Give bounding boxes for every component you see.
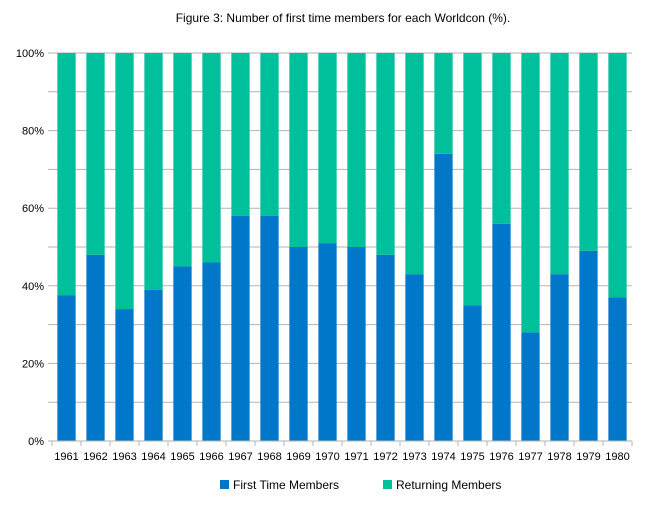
bar-first-time-1978 <box>550 274 569 441</box>
x-tick-label: 1979 <box>576 451 600 463</box>
bar-returning-1965 <box>173 53 192 267</box>
bar-returning-1978 <box>550 53 569 275</box>
bar-first-time-1962 <box>86 254 105 441</box>
bar-first-time-1967 <box>231 215 250 441</box>
x-tick-label: 1963 <box>112 451 136 463</box>
y-tick-label: 0% <box>28 436 44 448</box>
bar-returning-1968 <box>260 53 279 216</box>
bar-returning-1975 <box>463 53 482 306</box>
x-tick-label: 1964 <box>141 451 165 463</box>
x-tick-label: 1967 <box>228 451 252 463</box>
bar-returning-1977 <box>521 53 540 333</box>
x-tick-label: 1968 <box>257 451 281 463</box>
x-tick-label: 1974 <box>431 451 455 463</box>
bar-returning-1973 <box>405 53 424 275</box>
bar-returning-1962 <box>86 53 105 255</box>
x-tick-label: 1961 <box>54 451 78 463</box>
x-tick-label: 1969 <box>286 451 310 463</box>
bar-returning-1971 <box>347 53 366 247</box>
y-tick-label: 80% <box>22 126 44 138</box>
bar-returning-1970 <box>318 53 337 244</box>
x-tick-label: 1977 <box>518 451 542 463</box>
x-tick-label: 1971 <box>344 451 368 463</box>
y-tick-label: 20% <box>22 358 44 370</box>
bar-returning-1964 <box>144 53 163 290</box>
bar-returning-1972 <box>376 53 395 255</box>
gridlines <box>48 52 632 442</box>
bar-returning-1969 <box>289 53 308 247</box>
bar-first-time-1973 <box>405 274 424 441</box>
x-tick-label: 1962 <box>83 451 107 463</box>
y-axis: 0% 20% 40% 60% 80% 100% <box>16 48 44 448</box>
bar-first-time-1968 <box>260 215 279 441</box>
bar-first-time-1966 <box>202 262 221 441</box>
bar-returning-1961 <box>57 53 76 296</box>
bar-returning-1974 <box>434 53 453 154</box>
legend-label: First Time Members <box>233 478 339 492</box>
bar-first-time-1974 <box>434 153 453 441</box>
bar-first-time-1963 <box>115 309 134 441</box>
bar-first-time-1975 <box>463 305 482 441</box>
x-tick-label: 1966 <box>199 451 223 463</box>
legend-swatch <box>383 480 392 489</box>
x-tick-label: 1980 <box>605 451 629 463</box>
bar-first-time-1965 <box>173 266 192 441</box>
bar-first-time-1970 <box>318 243 337 441</box>
bar-returning-1967 <box>231 53 250 216</box>
chart-title: Figure 3: Number of first time members f… <box>176 11 511 25</box>
bar-returning-1980 <box>608 53 627 298</box>
bar-first-time-1961 <box>57 295 76 441</box>
bar-first-time-1979 <box>579 250 598 441</box>
y-tick-label: 100% <box>16 48 44 60</box>
legend: First Time Members Returning Members <box>220 478 501 492</box>
bars <box>57 53 627 441</box>
x-tick-label: 1975 <box>460 451 484 463</box>
x-tick-label: 1978 <box>547 451 571 463</box>
x-tick-label: 1970 <box>315 451 339 463</box>
x-tick-label: 1972 <box>373 451 397 463</box>
bar-first-time-1980 <box>608 297 627 441</box>
bar-first-time-1977 <box>521 332 540 441</box>
y-tick-label: 40% <box>22 281 44 293</box>
bar-first-time-1972 <box>376 254 395 441</box>
legend-label: Returning Members <box>396 478 501 492</box>
legend-swatch <box>220 480 229 489</box>
bar-returning-1979 <box>579 53 598 251</box>
bar-returning-1976 <box>492 53 511 224</box>
bar-returning-1966 <box>202 53 221 263</box>
x-tick-label: 1965 <box>170 451 194 463</box>
bar-first-time-1976 <box>492 223 511 441</box>
bar-first-time-1969 <box>289 247 308 441</box>
y-tick-label: 60% <box>22 203 44 215</box>
x-tick-label: 1976 <box>489 451 513 463</box>
bar-first-time-1964 <box>144 289 163 441</box>
x-axis: 1961 1962 1963 1964 1965 1966 1967 1968 1969 1970… <box>51 440 633 463</box>
bar-returning-1963 <box>115 53 134 310</box>
bar-first-time-1971 <box>347 247 366 441</box>
x-tick-label: 1973 <box>402 451 426 463</box>
